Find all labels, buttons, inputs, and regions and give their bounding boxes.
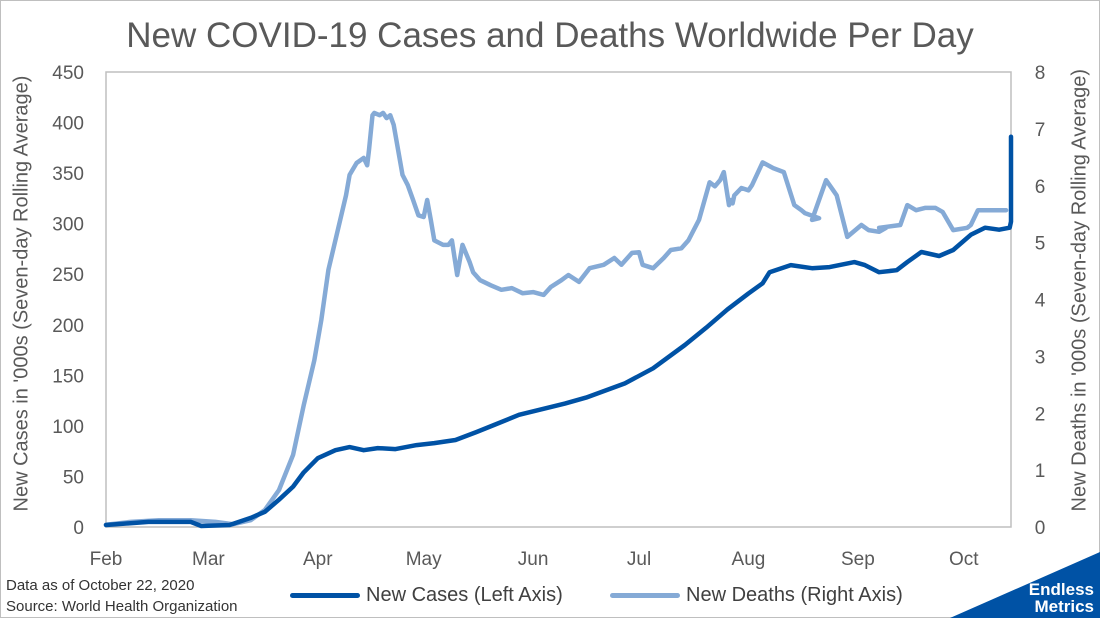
y-tick-right-label: 7 <box>1035 120 1046 141</box>
y-tick-left-label: 0 <box>73 518 84 539</box>
logo-line-1: Endless <box>1028 580 1094 599</box>
logo-text: Endless Metrics <box>1029 581 1094 615</box>
legend-label-cases: New Cases (Left Axis) <box>366 584 563 606</box>
y-tick-right-label: 1 <box>1035 461 1046 482</box>
x-tick-label: Mar <box>192 549 225 570</box>
y-tick-left-label: 100 <box>52 417 84 438</box>
x-ticks: Feb Mar Apr May Jun Jul Aug Sep Oct <box>90 549 980 570</box>
y-tick-right-label: 3 <box>1035 347 1046 368</box>
y-tick-left-label: 400 <box>52 114 84 135</box>
x-tick-label: Sep <box>841 549 875 570</box>
y-tick-left-label: 200 <box>52 316 84 337</box>
legend-item-cases: New Cases (Left Axis) <box>290 584 563 607</box>
logo-line-2: Metrics <box>1034 597 1094 616</box>
x-tick-label: Apr <box>303 549 333 570</box>
data-date-note: Data as of October 22, 2020 <box>6 577 195 594</box>
y-tick-right-label: 4 <box>1035 291 1046 312</box>
x-tick-label: Jun <box>518 549 549 570</box>
y-tick-left-label: 350 <box>52 164 84 185</box>
endless-metrics-logo: Endless Metrics <box>950 552 1100 618</box>
x-tick-label: Jul <box>627 549 651 570</box>
legend-swatch-deaths <box>610 593 680 598</box>
x-tick-label: Aug <box>732 549 766 570</box>
y-tick-left-label: 450 <box>52 63 84 84</box>
legend-label-deaths: New Deaths (Right Axis) <box>686 584 903 606</box>
y-tick-right-label: 2 <box>1035 404 1046 425</box>
y-ticks-right: 0 1 2 3 4 5 6 7 8 <box>1035 63 1046 539</box>
logo-triangle <box>950 552 1100 618</box>
y-tick-left-label: 300 <box>52 215 84 236</box>
y-tick-right-label: 5 <box>1035 234 1046 255</box>
legend-item-deaths: New Deaths (Right Axis) <box>610 584 903 607</box>
source-note: Source: World Health Organization <box>6 598 238 615</box>
y-tick-right-label: 8 <box>1035 63 1046 84</box>
x-tick-label: May <box>406 549 442 570</box>
series-line-cases <box>103 134 1014 529</box>
y-tick-left-label: 250 <box>52 265 84 286</box>
x-tick-label: Oct <box>949 549 979 570</box>
y-tick-left-label: 150 <box>52 366 84 387</box>
y-ticks-left: 0 50 100 150 200 250 300 350 400 450 <box>52 63 84 539</box>
legend-swatch-cases <box>290 593 360 598</box>
y-tick-left-label: 50 <box>63 467 84 488</box>
series-line-deaths <box>103 110 1009 527</box>
plot-area-border <box>105 71 1012 528</box>
y-tick-right-label: 0 <box>1035 518 1046 539</box>
series-group <box>103 110 1014 529</box>
y-tick-right-label: 6 <box>1035 177 1046 198</box>
chart-title: New COVID-19 Cases and Deaths Worldwide … <box>126 16 974 55</box>
x-tick-label: Feb <box>90 549 123 570</box>
